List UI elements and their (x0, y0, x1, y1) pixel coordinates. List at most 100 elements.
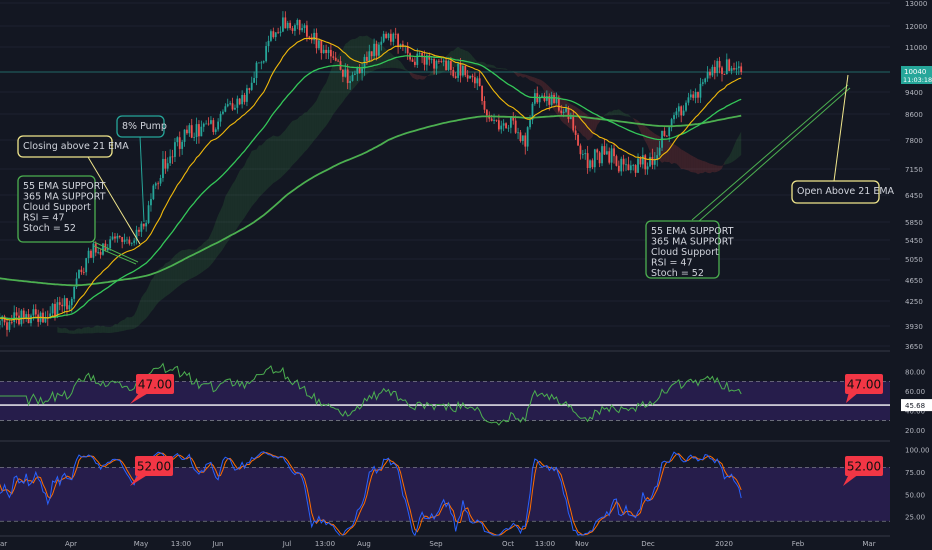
time-tick-label: 13:00 (535, 540, 555, 548)
cloud-segment (261, 142, 264, 196)
cloud-segment (686, 152, 689, 171)
cloud-segment (273, 135, 276, 184)
candle-body (224, 106, 227, 112)
candle-body (610, 148, 613, 163)
ichimoku-cloud (57, 35, 742, 334)
candle-body (265, 46, 268, 62)
candle-body (718, 61, 721, 68)
connector-line (93, 245, 137, 265)
cloud-segment (522, 74, 526, 78)
price-panel[interactable] (0, 2, 890, 347)
candle-body (603, 146, 606, 155)
candle-body (85, 258, 88, 273)
candle-body (282, 17, 284, 32)
cloud-segment (86, 326, 89, 334)
candle-body (481, 85, 483, 102)
candle-body (258, 62, 260, 64)
cloud-segment (575, 106, 579, 131)
cloud-segment (419, 75, 423, 80)
candle-body (447, 61, 450, 71)
candle-body (87, 250, 90, 259)
candle-body (246, 88, 248, 102)
candle-body (416, 53, 419, 65)
annotation-8-pct-pump-frame (116, 115, 165, 138)
time-tick-label: Dec (641, 540, 655, 548)
rsi-tick-label: 80.00 (905, 369, 925, 377)
cloud-segment (194, 249, 197, 278)
time-axis[interactable]: ar Apr May 13:00 Jun Jul 13:00 Aug Sep Oct 13:00 No… (0, 535, 932, 550)
candle-body (478, 78, 481, 86)
cloud-segment (136, 303, 139, 328)
candle-body (68, 305, 71, 310)
cloud-segment (695, 157, 699, 175)
stoch-panel[interactable] (0, 451, 890, 537)
candle-body (219, 113, 222, 122)
candle-body (142, 223, 145, 227)
candle-body (183, 129, 186, 142)
candle-body (128, 239, 131, 244)
cloud-segment (203, 240, 207, 271)
candle-body (157, 183, 160, 185)
cloud-segment (254, 149, 257, 204)
candle-body (637, 158, 639, 173)
candle-body (557, 98, 560, 111)
candle-body (272, 31, 275, 38)
candle-body (46, 318, 49, 319)
cloud-segment (705, 161, 708, 173)
candle-body (555, 98, 558, 103)
candle-body (253, 77, 256, 83)
candle-body (366, 56, 368, 61)
candle-body (538, 97, 541, 103)
connector-line (93, 241, 139, 263)
time-tick-label: Jul (282, 540, 292, 548)
rsi-callout-box (845, 374, 883, 394)
candle-body (6, 322, 8, 330)
stoch-k-line (0, 451, 742, 537)
cloud-segment (594, 116, 598, 132)
candle-body (711, 66, 714, 76)
candle-body (591, 160, 594, 168)
cloud-segment (623, 112, 627, 117)
candle-body (608, 151, 611, 163)
cloud-segment (299, 115, 303, 158)
cloud-segment (297, 116, 300, 161)
cloud-segment (117, 321, 120, 333)
cloud-segment (321, 86, 324, 132)
cloud-segment (292, 120, 295, 166)
candle-body (102, 243, 104, 255)
cloud-segment (74, 328, 77, 334)
cloud-segment (69, 330, 72, 334)
connector-line (139, 135, 145, 223)
candle-body (375, 43, 378, 56)
candle-body (413, 61, 416, 65)
candle-body (519, 132, 522, 142)
candle-body (121, 237, 124, 242)
cloud-segment (592, 117, 595, 138)
candle-body (493, 119, 495, 121)
cloud-segment (275, 136, 279, 182)
cloud-segment (345, 42, 348, 99)
cloud-segment (71, 330, 75, 334)
candle-body (162, 158, 164, 178)
cloud-segment (330, 63, 334, 119)
cloud-segment (520, 73, 523, 78)
candle-body (10, 321, 13, 323)
cloud-segment (311, 103, 315, 144)
candle-body (433, 58, 435, 69)
cloud-segment (484, 62, 487, 68)
cloud-segment (544, 82, 547, 97)
candle-body (617, 165, 620, 172)
cloud-segment (98, 325, 101, 333)
candle-body (435, 60, 438, 69)
candle-body (126, 239, 128, 241)
cloud-segment (323, 82, 327, 129)
annotation-support-left-line: RSI = 47 (23, 213, 65, 224)
candle-body (92, 243, 95, 258)
candle-body (615, 156, 618, 166)
candle-body (687, 97, 690, 103)
cloud-segment (616, 109, 619, 116)
candle-body (721, 67, 723, 74)
price-axis[interactable]: 13000 12000 11000 9400 8600 7800 7150 6450 5850 5… (890, 0, 932, 540)
ma-365-line (0, 114, 742, 287)
